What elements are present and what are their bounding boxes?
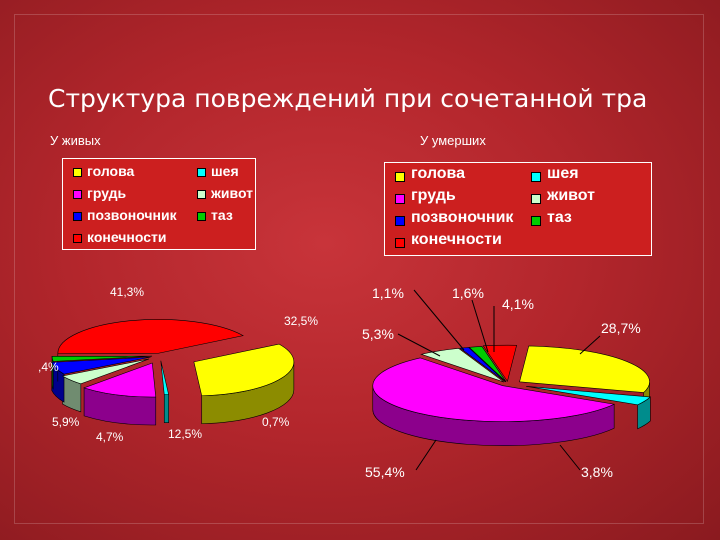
legend-2-label-limbs: конечности: [411, 231, 502, 248]
legend-1-swatch-spine: [73, 212, 82, 221]
legend-2-label-abdomen: живот: [547, 187, 596, 204]
legend-2-swatch-spine: [395, 216, 405, 226]
pie-2-leader-chest: [415, 439, 437, 471]
pie-1-label-head: 32,5%: [284, 314, 318, 328]
pie-1-slice-neck: [160, 360, 170, 396]
legend-2-label-neck: шея: [547, 165, 579, 182]
legend-1-swatch-neck: [197, 168, 206, 177]
pie-2-label-head: 28,7%: [601, 320, 641, 336]
legend-1-label-head: голова: [87, 163, 135, 179]
legend-2-label-pelvis: таз: [547, 209, 572, 226]
legend-2-swatch-pelvis: [531, 216, 541, 226]
pie-2-label-pelvis: 1,6%: [452, 285, 484, 301]
legend-2-swatch-limbs: [395, 238, 405, 248]
pie-2-leader-spine: [413, 289, 465, 351]
pie-1-side-neck: [163, 394, 169, 424]
slide-title: Структура повреждений при сочетанной тра…: [48, 84, 648, 113]
legend-2-label-chest: грудь: [411, 187, 456, 204]
legend-1-swatch-abdomen: [197, 190, 206, 199]
pie-1-label-chest: 12,5%: [168, 427, 202, 441]
pie-2-label-neck: 3,8%: [581, 464, 613, 480]
pie-1-slice-head: [193, 343, 295, 397]
legend-1: голова шея грудь живот позвоночник таз к…: [62, 158, 256, 250]
legend-2-swatch-chest: [395, 194, 405, 204]
pie-1-label-limbs: 41,3%: [110, 285, 144, 299]
legend-1-swatch-pelvis: [197, 212, 206, 221]
pie-2-slice-head: [519, 345, 650, 393]
pie-2-label-chest: 55,4%: [365, 464, 405, 480]
legend-2-swatch-abdomen: [531, 194, 541, 204]
pie-1-slice-abdomen: [61, 358, 150, 385]
pie-1-label-spine: 5,9%: [52, 415, 80, 429]
legend-1-swatch-limbs: [73, 234, 82, 243]
pie-2-leader-pelvis: [471, 299, 489, 353]
pie-2-leader-head: [579, 335, 601, 355]
pie-1-label-pelvis: ,4%: [38, 360, 59, 374]
legend-1-label-pelvis: таз: [211, 207, 233, 223]
pie-2-slice-neck: [526, 385, 652, 406]
pie-2-label-limbs: 4,1%: [502, 296, 534, 312]
legend-1-label-abdomen: живот: [211, 185, 254, 201]
pie-2-slice-limbs: [482, 344, 518, 382]
pie-2-leader-abdomen: [397, 333, 441, 357]
pie-2-slice-spine: [459, 347, 506, 383]
legend-1-label-chest: грудь: [87, 185, 127, 201]
pie-1-label-abdomen: 4,7%: [96, 430, 124, 444]
pie-1-slice-chest: [83, 362, 157, 398]
pie-2-leader-neck: [559, 444, 581, 471]
pie-2-label-spine: 1,1%: [372, 285, 404, 301]
pie-1-label-neck: 0,7%: [262, 415, 290, 429]
slide-frame: [14, 14, 704, 524]
chart-1-subtitle: У живых: [50, 133, 101, 148]
legend-1-label-limbs: конечности: [87, 229, 167, 245]
pie-1-slice-spine: [51, 356, 151, 375]
legend-2-swatch-neck: [531, 172, 541, 182]
legend-1-label-spine: позвоночник: [87, 207, 177, 223]
pie-1-slice-pelvis: [51, 355, 153, 362]
pie-1-slice-limbs: [57, 319, 244, 354]
pie-chart-deceased: 28,7% 3,8% 55,4% 5,3% 1,1% 1,6% 4,1%: [362, 285, 652, 480]
legend-1-swatch-head: [73, 168, 82, 177]
pie-chart-survivors: 32,5% 0,7% 12,5% 4,7% 5,9% ,4% 41,3%: [38, 285, 318, 444]
pie-2-label-abdomen: 5,3%: [362, 326, 394, 342]
legend-2-label-spine: позвоночник: [411, 209, 514, 226]
pie-2-slice-pelvis: [468, 346, 507, 383]
legend-2-swatch-head: [395, 172, 405, 182]
legend-2: голова шея грудь живот позвоночник таз к…: [384, 162, 652, 256]
pie-2-slice-abdomen: [420, 348, 505, 383]
chart-2-subtitle: У умерших: [420, 133, 486, 148]
legend-1-swatch-chest: [73, 190, 82, 199]
legend-1-label-neck: шея: [211, 163, 239, 179]
pie-2-slice-chest: [372, 357, 616, 422]
legend-2-label-head: голова: [411, 165, 466, 182]
